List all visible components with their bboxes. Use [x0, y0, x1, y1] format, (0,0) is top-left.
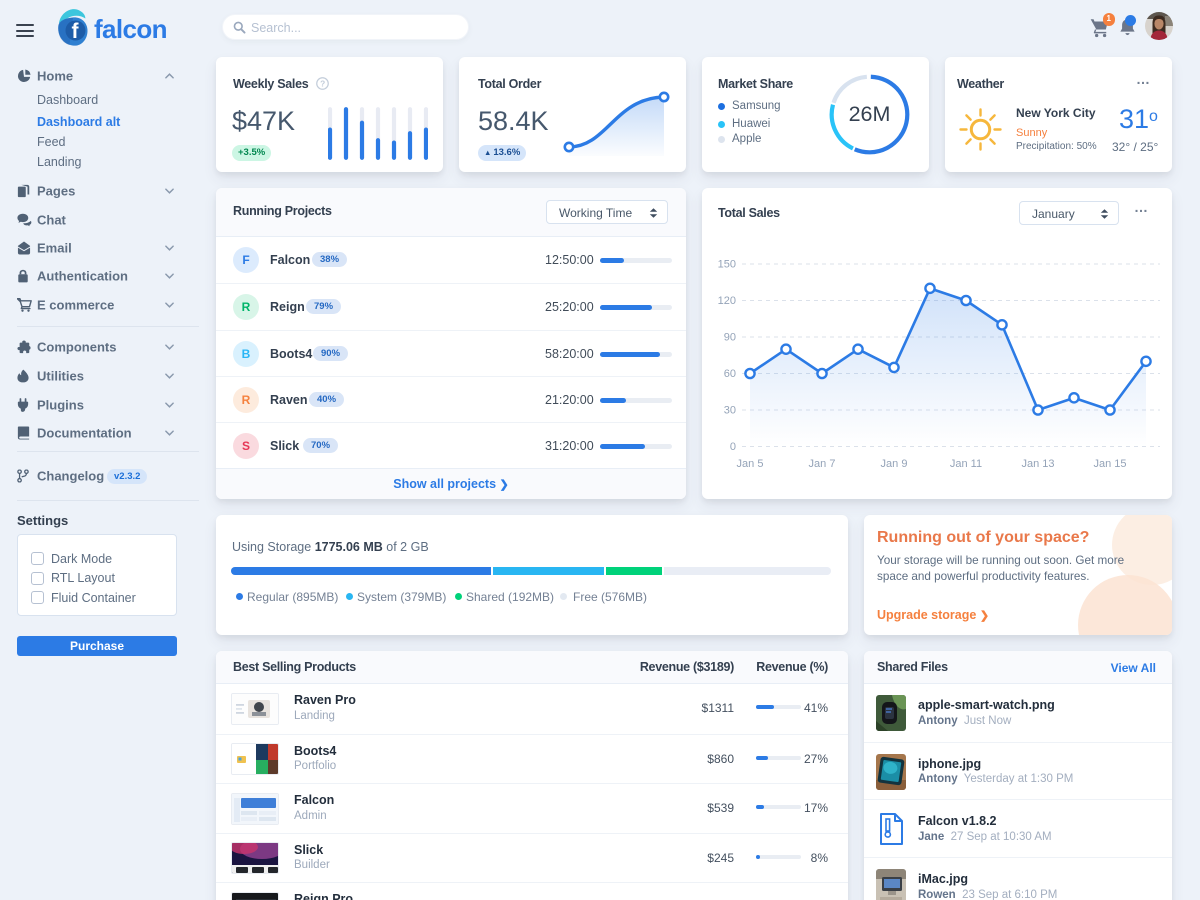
svg-text:150: 150	[718, 259, 736, 271]
svg-text:f: f	[72, 20, 80, 43]
svg-text:Jan 13: Jan 13	[1021, 458, 1054, 470]
svg-text:90: 90	[724, 332, 736, 344]
svg-text:?: ?	[320, 78, 325, 88]
svg-text:Jan 5: Jan 5	[737, 458, 764, 470]
svg-text:60: 60	[724, 368, 736, 380]
svg-text:30: 30	[724, 405, 736, 417]
svg-text:0: 0	[730, 441, 736, 453]
svg-text:Jan 7: Jan 7	[809, 458, 836, 470]
svg-text:Jan 11: Jan 11	[950, 458, 982, 470]
svg-text:120: 120	[718, 295, 736, 307]
svg-text:Jan 9: Jan 9	[881, 458, 908, 470]
svg-text:Jan 15: Jan 15	[1093, 458, 1126, 470]
